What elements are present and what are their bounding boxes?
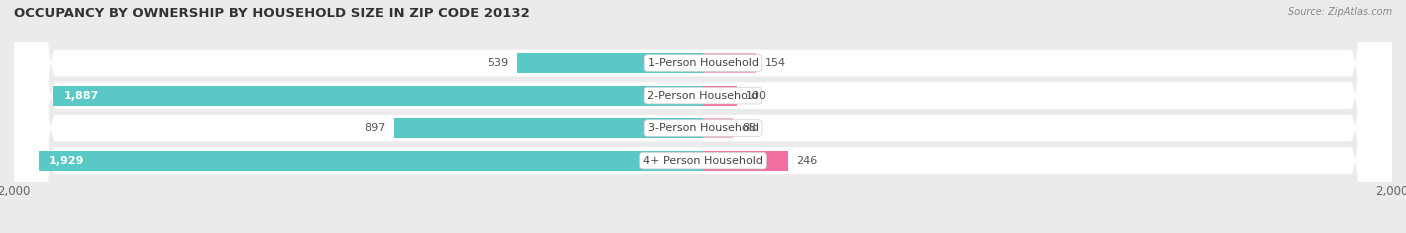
Text: 1,929: 1,929 bbox=[49, 156, 84, 166]
Bar bbox=[703, 53, 756, 73]
Bar bbox=[703, 151, 787, 171]
Text: 2-Person Household: 2-Person Household bbox=[647, 91, 759, 101]
Text: 897: 897 bbox=[364, 123, 385, 133]
Bar bbox=[517, 53, 703, 73]
Text: 246: 246 bbox=[796, 156, 818, 166]
Text: 1-Person Household: 1-Person Household bbox=[648, 58, 758, 68]
Text: 1,887: 1,887 bbox=[63, 91, 98, 101]
Text: 539: 539 bbox=[488, 58, 509, 68]
Bar bbox=[703, 86, 738, 106]
Bar bbox=[394, 118, 703, 138]
Bar bbox=[703, 118, 734, 138]
Bar bbox=[38, 151, 703, 171]
Text: Source: ZipAtlas.com: Source: ZipAtlas.com bbox=[1288, 7, 1392, 17]
Text: 100: 100 bbox=[747, 91, 768, 101]
FancyBboxPatch shape bbox=[14, 0, 1392, 233]
Text: OCCUPANCY BY OWNERSHIP BY HOUSEHOLD SIZE IN ZIP CODE 20132: OCCUPANCY BY OWNERSHIP BY HOUSEHOLD SIZE… bbox=[14, 7, 530, 20]
FancyBboxPatch shape bbox=[14, 0, 1392, 233]
FancyBboxPatch shape bbox=[14, 0, 1392, 233]
Bar bbox=[53, 86, 703, 106]
Text: 154: 154 bbox=[765, 58, 786, 68]
Text: 4+ Person Household: 4+ Person Household bbox=[643, 156, 763, 166]
FancyBboxPatch shape bbox=[14, 0, 1392, 233]
Text: 88: 88 bbox=[742, 123, 756, 133]
Text: 3-Person Household: 3-Person Household bbox=[648, 123, 758, 133]
